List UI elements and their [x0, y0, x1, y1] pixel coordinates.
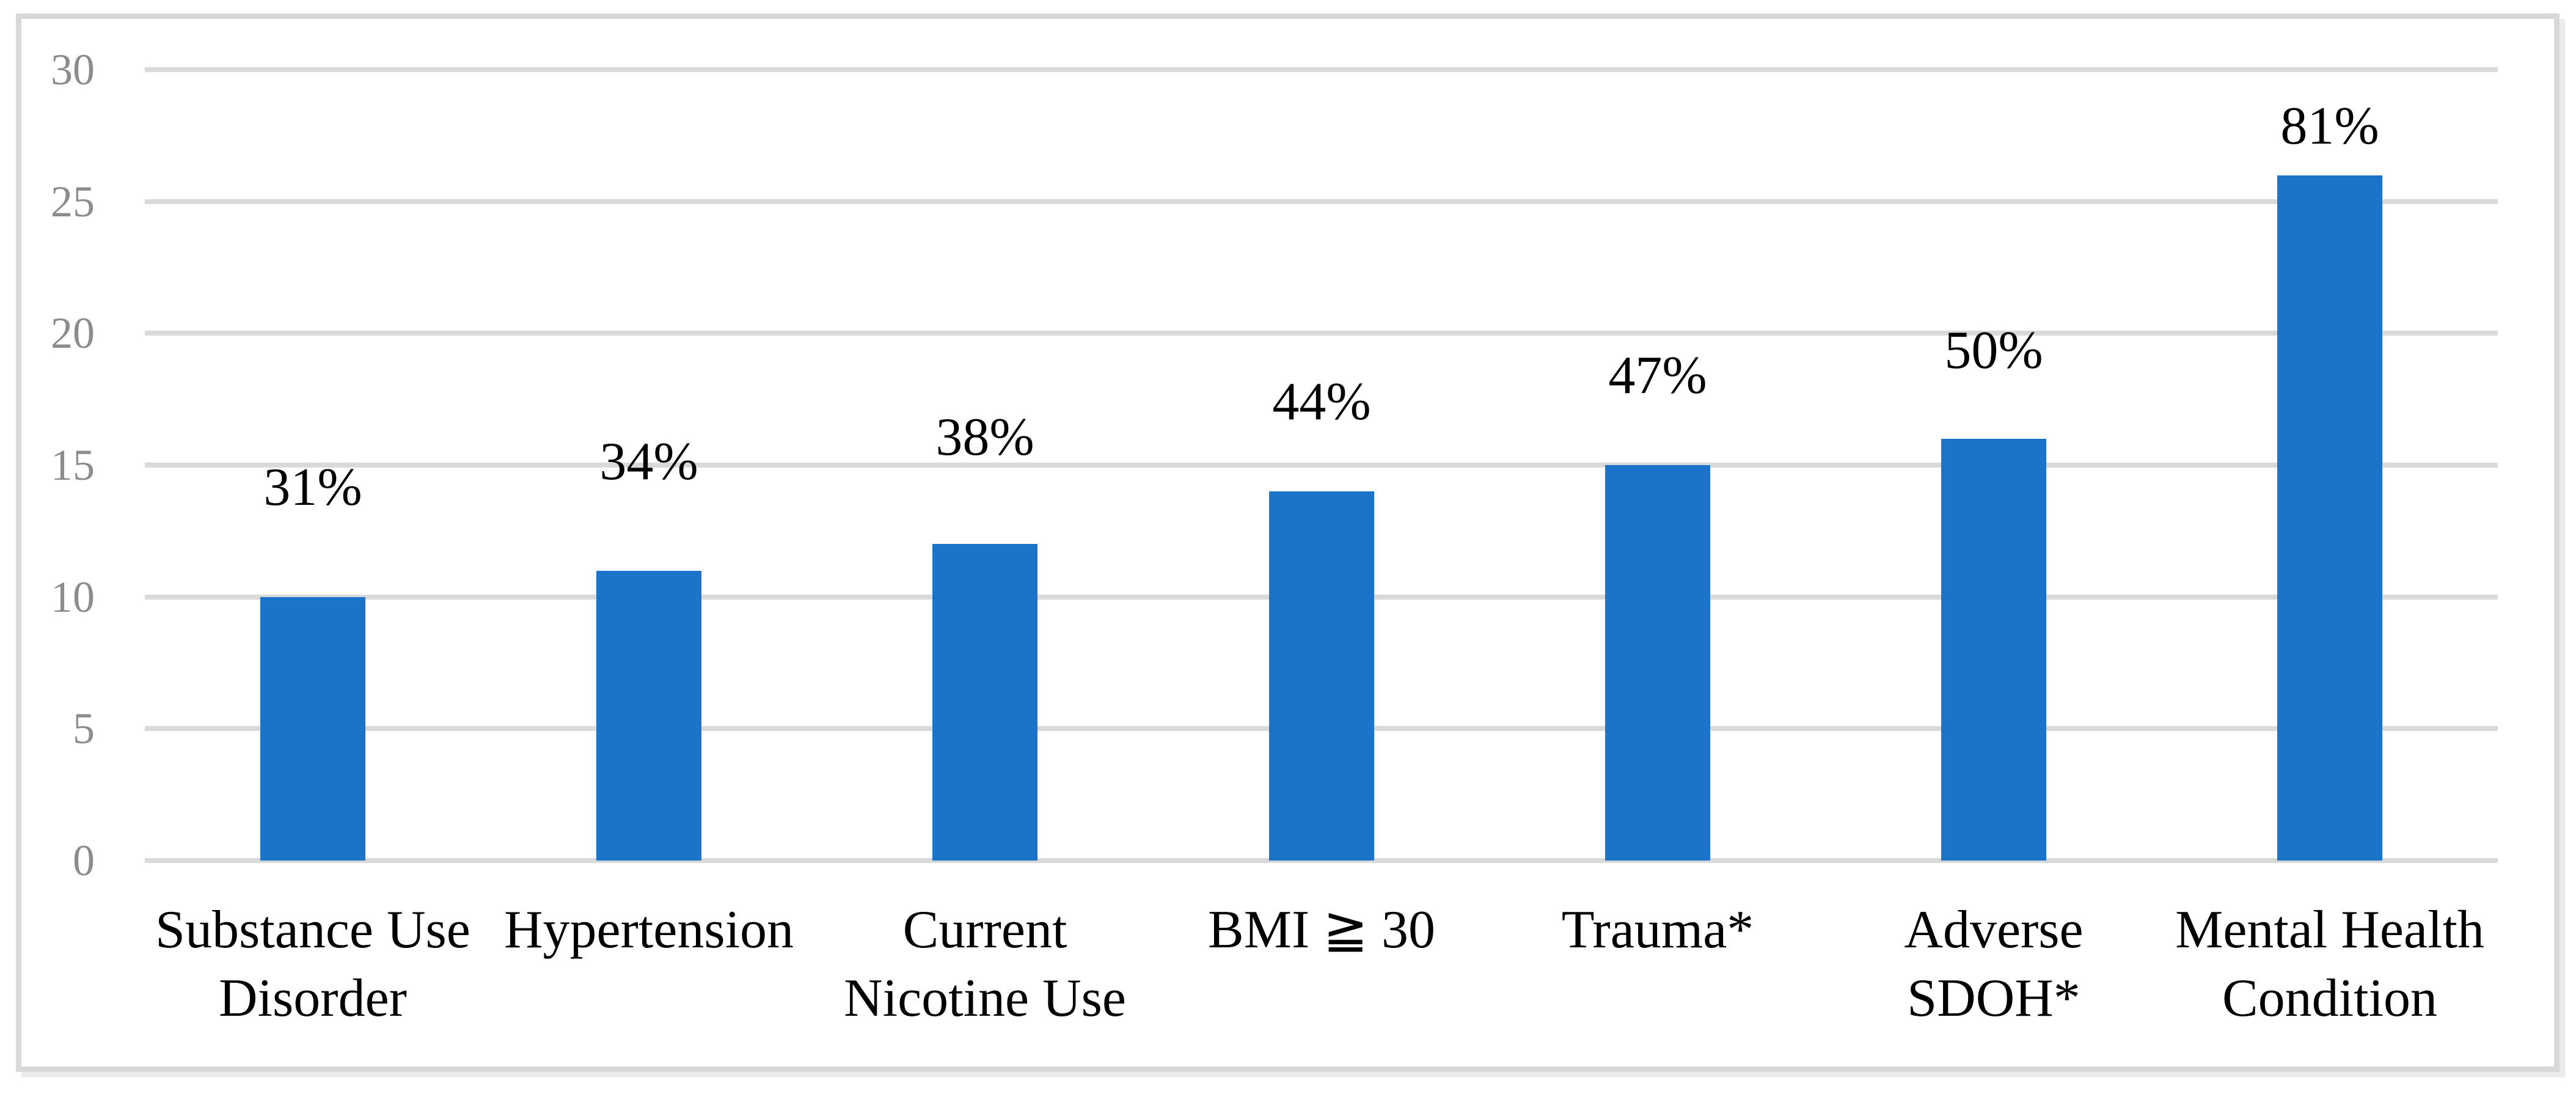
y-axis-tick-label: 0 [73, 836, 95, 885]
y-axis-tick-label: 20 [51, 309, 95, 358]
x-axis-category-label-line: Nicotine Use [844, 969, 1126, 1028]
bar-value-label: 50% [1944, 321, 2043, 380]
x-axis-category-label-line: SDOH* [1907, 969, 2080, 1028]
y-axis-tick-label: 10 [51, 572, 95, 622]
x-axis-category-label-line: Adverse [1904, 900, 2084, 960]
x-axis-category-label: Mental Health Condition [2098, 896, 2562, 1033]
x-axis-category-label-line: Hypertension [503, 900, 794, 960]
y-axis-tick-label: 30 [51, 45, 95, 94]
bar-value-label: 81% [2280, 97, 2379, 156]
x-axis-category-label: Current Nicotine Use [753, 896, 1217, 1033]
bar-value-label: 31% [263, 458, 362, 517]
bar-6 [1941, 439, 2046, 861]
gridline-y-15 [145, 463, 2498, 468]
bar-value-label: 38% [935, 408, 1034, 467]
x-axis-category-label-line: Trauma* [1561, 900, 1754, 960]
x-axis-category-label: Hypertension [417, 896, 881, 964]
x-axis-category-label: Substance Use Disorder [81, 896, 545, 1033]
bar-value-label: 44% [1272, 372, 1371, 431]
gridline-y-20 [145, 331, 2498, 336]
x-axis-category-label-line: Mental Health [2175, 900, 2484, 960]
bar-value-label: 34% [599, 432, 698, 491]
bar-1 [260, 597, 365, 861]
bar-2 [596, 571, 701, 861]
x-axis-category-label: Trauma* [1425, 896, 1890, 964]
x-axis-category-label-line: BMI ≧ 30 [1208, 900, 1435, 960]
bar-5 [1605, 465, 1710, 861]
gridline-y-30 [145, 67, 2498, 72]
y-axis-tick-label: 5 [73, 704, 95, 754]
bar-3 [932, 544, 1037, 861]
gridline-y-25 [145, 199, 2498, 204]
x-axis-category-label-line: Substance Use [155, 900, 470, 960]
x-axis-category-label-line: Current [902, 900, 1067, 960]
x-axis-category-label: BMI ≧ 30 [1089, 896, 1554, 964]
x-axis-category-label-line: Condition [2222, 969, 2438, 1028]
bar-7 [2277, 175, 2382, 861]
y-axis-tick-label: 25 [51, 177, 95, 226]
y-axis-tick-label: 15 [51, 441, 95, 490]
chart-frame [16, 13, 2560, 1072]
gridline-y-0 [145, 858, 2498, 863]
bar-value-label: 47% [1608, 346, 1707, 405]
bar-4 [1269, 491, 1374, 861]
x-axis-category-label-line: Disorder [219, 969, 407, 1028]
x-axis-category-label: Adverse SDOH* [1762, 896, 2226, 1033]
